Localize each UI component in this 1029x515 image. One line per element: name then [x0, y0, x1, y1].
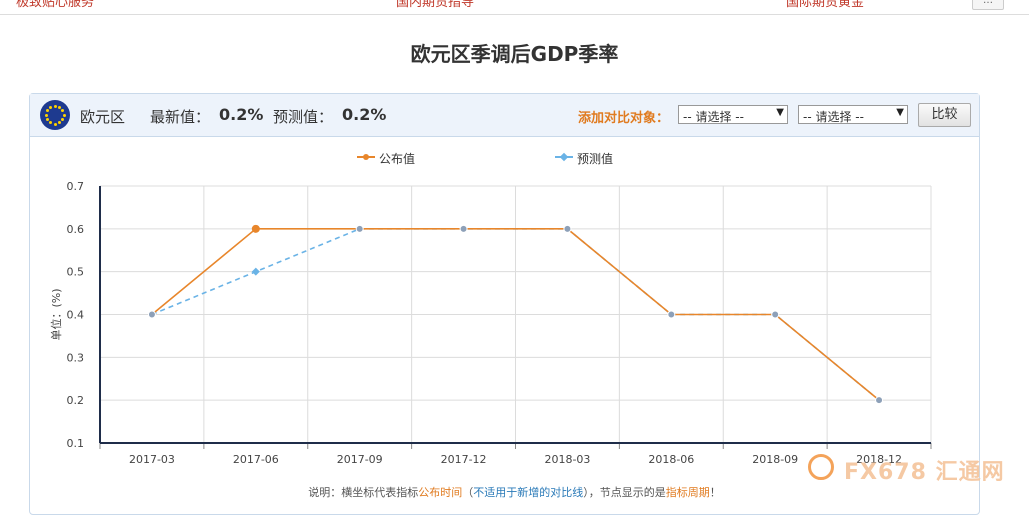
region-name: 欧元区	[80, 108, 126, 126]
nav-more-button[interactable]: …	[972, 0, 1004, 10]
top-nav: 极致贴心服务 国内期货指导 国际期货黄金 …	[0, 0, 1029, 15]
x-tick-label: 2018-03	[544, 453, 590, 466]
data-point	[147, 310, 156, 319]
note-paren-open: （	[462, 486, 474, 499]
flag-star	[58, 105, 61, 109]
flag-star	[61, 118, 65, 121]
flag-star	[58, 121, 61, 125]
compare-select-1[interactable]: -- 请选择 -- ▼	[678, 105, 788, 124]
x-tick-label: 2018-12	[856, 453, 902, 466]
y-tick-label: 0.2	[67, 394, 85, 407]
nav-link-1[interactable]: 极致贴心服务	[16, 0, 95, 10]
forecast-label: 预测值：	[273, 108, 334, 126]
note-middle: ），节点显示的是	[583, 486, 666, 499]
x-tick-label: 2017-06	[233, 453, 279, 466]
flag-star	[45, 109, 49, 112]
y-tick-label: 0.7	[67, 180, 85, 193]
nav-link-2[interactable]: 国内期货指导	[396, 0, 475, 10]
eu-flag-icon	[40, 100, 70, 130]
y-tick-label: 0.5	[67, 266, 85, 279]
chart-plot: 0.1 0.2 0.3 0.4 0.5 0.6 0.7 2017-03 2017-06 2017-…	[49, 180, 932, 466]
y-tick-label: 0.3	[67, 351, 85, 364]
nav-link-3[interactable]: 国际期货黄金	[786, 0, 865, 10]
data-point	[459, 224, 468, 233]
chart-panel: 欧元区 最新值： 0.2% 预测值： 0.2% 添加对比对象： -- 请选择 -…	[29, 93, 980, 515]
flag-star	[45, 118, 49, 121]
data-point	[563, 224, 572, 233]
x-tick-label: 2017-03	[129, 453, 175, 466]
x-tick-label: 2017-09	[337, 453, 383, 466]
flag-star	[53, 104, 57, 108]
watermark: FX678 汇通网	[808, 452, 1018, 485]
note-not-applicable: 不适用于新增的对比线	[473, 486, 584, 499]
forecast-point	[251, 267, 260, 276]
note-prefix: 说明：横坐标代表指标	[308, 486, 419, 499]
note-indicator-period: 指标周期	[665, 486, 710, 499]
x-tick-label: 2018-06	[648, 453, 694, 466]
data-point	[355, 224, 364, 233]
published-point	[251, 224, 260, 233]
x-tick-label: 2017-12	[441, 453, 487, 466]
flag-star	[49, 121, 52, 125]
compare-button[interactable]: 比较	[918, 103, 971, 127]
y-tick-label: 0.1	[67, 437, 85, 450]
legend-forecast-label[interactable]: 预测值	[577, 152, 614, 166]
panel-header: 欧元区 最新值： 0.2% 预测值： 0.2% 添加对比对象： -- 请选择 -…	[30, 94, 979, 137]
forecast-value: 0.2%	[342, 105, 387, 124]
flag-star	[53, 122, 57, 126]
series-line-0	[151, 228, 880, 401]
fx678-logo-icon	[808, 454, 834, 480]
compare-label: 添加对比对象：	[578, 111, 670, 126]
select-2-value: -- 请选择 --	[803, 110, 864, 124]
y-tick-label: 0.6	[67, 223, 85, 236]
page-title: 欧元区季调后GDP季率	[410, 42, 619, 66]
flag-star	[49, 105, 52, 109]
compare-select-2[interactable]: -- 请选择 -- ▼	[798, 105, 908, 124]
note-end: ！	[709, 486, 721, 499]
note-publish-time: 公布时间	[418, 486, 463, 499]
data-point	[875, 396, 884, 405]
data-point	[667, 310, 676, 319]
select-1-value: -- 请选择 --	[683, 110, 744, 124]
x-tick-label: 2018-09	[752, 453, 798, 466]
dropdown-arrow-icon: ▼	[776, 107, 784, 118]
flag-star	[61, 109, 65, 112]
flag-star	[44, 113, 48, 117]
y-tick-label: 0.4	[67, 309, 85, 322]
chart-note: 说明：横坐标代表指标公布时间（不适用于新增的对比线），节点显示的是指标周期！	[0, 484, 1029, 500]
legend-published-label[interactable]: 公布值	[379, 152, 416, 166]
latest-label: 最新值：	[150, 108, 211, 126]
dropdown-arrow-icon: ▼	[896, 107, 904, 118]
latest-value: 0.2%	[219, 105, 264, 124]
flag-star	[62, 113, 66, 117]
data-point	[771, 310, 780, 319]
watermark-text: FX678 汇通网	[844, 460, 1005, 485]
legend-published-marker	[363, 154, 369, 160]
y-axis-label: 单位：(%)	[49, 288, 63, 340]
